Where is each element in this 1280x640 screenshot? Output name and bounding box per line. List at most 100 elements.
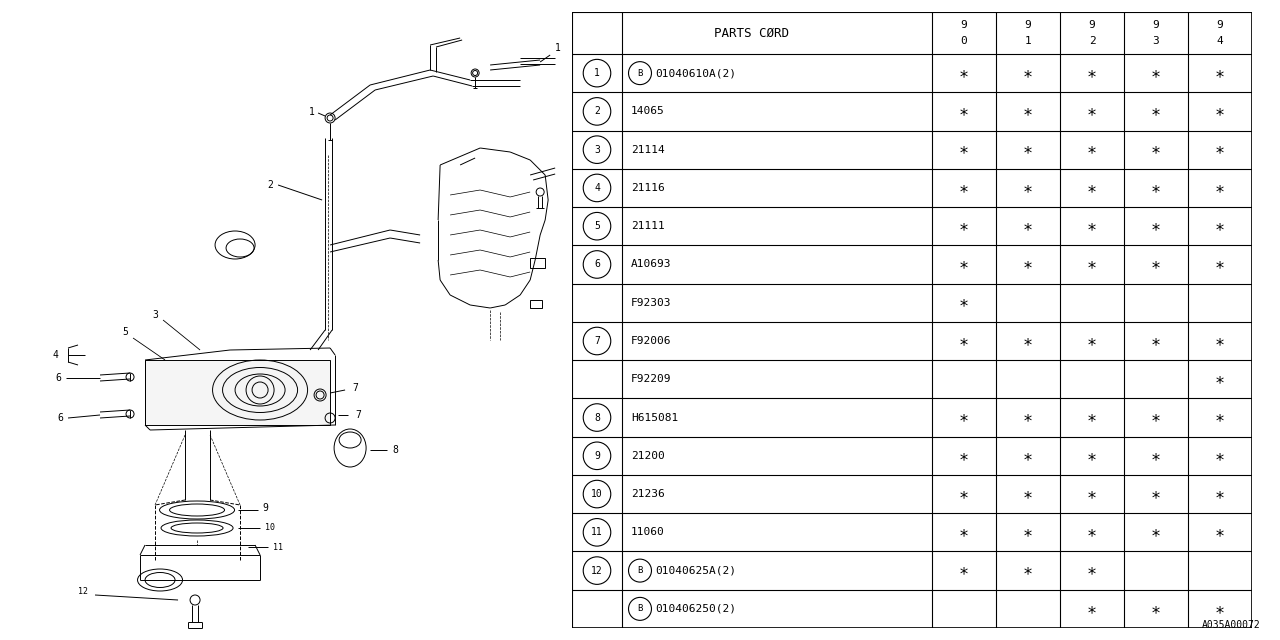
Text: 8: 8 [594,413,600,422]
Text: 1: 1 [310,107,315,117]
Text: ∗: ∗ [959,179,969,197]
Text: ∗: ∗ [1023,102,1033,120]
Bar [530,300,543,308]
Text: ∗: ∗ [1151,485,1161,503]
Text: 7: 7 [352,383,358,393]
Text: ∗: ∗ [1087,485,1097,503]
Text: 4: 4 [52,350,58,360]
Text: 8: 8 [392,445,398,455]
Text: ∗: ∗ [1023,64,1033,82]
Text: A035A00072: A035A00072 [1202,620,1261,630]
Text: 6: 6 [58,413,63,423]
Text: 1: 1 [556,43,561,53]
Text: ∗: ∗ [1087,102,1097,120]
Text: 21111: 21111 [631,221,664,231]
Text: 6: 6 [55,373,61,383]
Text: ∗: ∗ [1087,408,1097,426]
Text: ∗: ∗ [1087,447,1097,465]
Text: ∗: ∗ [1023,408,1033,426]
Text: ∗: ∗ [959,141,969,159]
Text: 21116: 21116 [631,183,664,193]
Text: ∗: ∗ [959,64,969,82]
Text: ∗: ∗ [1215,102,1225,120]
Text: ∗: ∗ [1087,332,1097,350]
Text: ∗: ∗ [1151,600,1161,618]
Text: 5: 5 [122,327,128,337]
Text: ∗: ∗ [1215,64,1225,82]
Text: ∗: ∗ [1215,408,1225,426]
Text: ∗: ∗ [1087,255,1097,273]
Text: PARTS CØRD: PARTS CØRD [714,26,790,40]
Text: 7: 7 [355,410,361,420]
Text: ∗: ∗ [1087,179,1097,197]
Text: ∗: ∗ [959,255,969,273]
Text: ∗: ∗ [1023,179,1033,197]
Text: 12: 12 [78,588,88,596]
Text: ∗: ∗ [1023,332,1033,350]
Text: ∗: ∗ [1023,141,1033,159]
Text: 0: 0 [960,36,968,46]
Text: 1: 1 [1024,36,1032,46]
Text: 10: 10 [591,489,603,499]
Text: ∗: ∗ [1151,332,1161,350]
Text: F92209: F92209 [631,374,672,384]
Text: 21114: 21114 [631,145,664,155]
Text: 2: 2 [268,180,273,190]
Text: 12: 12 [591,566,603,575]
Text: H615081: H615081 [631,413,678,422]
Text: ∗: ∗ [959,217,969,235]
Text: ∗: ∗ [1087,600,1097,618]
Text: ∗: ∗ [1215,447,1225,465]
Text: ∗: ∗ [1215,524,1225,541]
Text: ∗: ∗ [1087,64,1097,82]
Text: 10: 10 [265,522,275,531]
Text: ∗: ∗ [1087,217,1097,235]
Text: ∗: ∗ [1151,447,1161,465]
Text: 6: 6 [594,259,600,269]
Text: ∗: ∗ [1215,141,1225,159]
Text: ∗: ∗ [1151,102,1161,120]
Text: ∗: ∗ [959,524,969,541]
Text: ∗: ∗ [1087,562,1097,580]
Text: ∗: ∗ [959,294,969,312]
Text: ∗: ∗ [1151,217,1161,235]
Text: 01040625A(2): 01040625A(2) [655,566,736,575]
Text: 14065: 14065 [631,106,664,116]
Bar [145,360,330,425]
Text: A10693: A10693 [631,259,672,269]
Text: 3: 3 [152,310,157,320]
Text: 010406250(2): 010406250(2) [655,604,736,614]
Text: ∗: ∗ [1023,524,1033,541]
Text: ∗: ∗ [1023,562,1033,580]
Text: F92006: F92006 [631,336,672,346]
Text: 21236: 21236 [631,489,664,499]
Text: 9: 9 [1152,20,1160,30]
Text: 11: 11 [591,527,603,538]
Text: 7: 7 [594,336,600,346]
Text: ∗: ∗ [1215,332,1225,350]
Text: ∗: ∗ [959,562,969,580]
Text: 2: 2 [1088,36,1096,46]
Text: ∗: ∗ [1023,255,1033,273]
Text: ∗: ∗ [1215,179,1225,197]
Text: 21200: 21200 [631,451,664,461]
Text: 3: 3 [1152,36,1160,46]
Text: ∗: ∗ [959,102,969,120]
Text: 9: 9 [262,503,268,513]
Text: 9: 9 [594,451,600,461]
Text: 11060: 11060 [631,527,664,538]
Text: 9: 9 [1088,20,1096,30]
Text: ∗: ∗ [1087,524,1097,541]
Text: ∗: ∗ [1215,485,1225,503]
Text: ∗: ∗ [1215,217,1225,235]
Text: 5: 5 [594,221,600,231]
Text: 9: 9 [960,20,968,30]
Text: 1: 1 [594,68,600,78]
Text: ∗: ∗ [959,408,969,426]
Text: ∗: ∗ [1215,600,1225,618]
Text: 9: 9 [1024,20,1032,30]
Text: ∗: ∗ [1151,255,1161,273]
Text: ∗: ∗ [1215,371,1225,388]
Text: ∗: ∗ [1023,447,1033,465]
Text: 4: 4 [1216,36,1224,46]
